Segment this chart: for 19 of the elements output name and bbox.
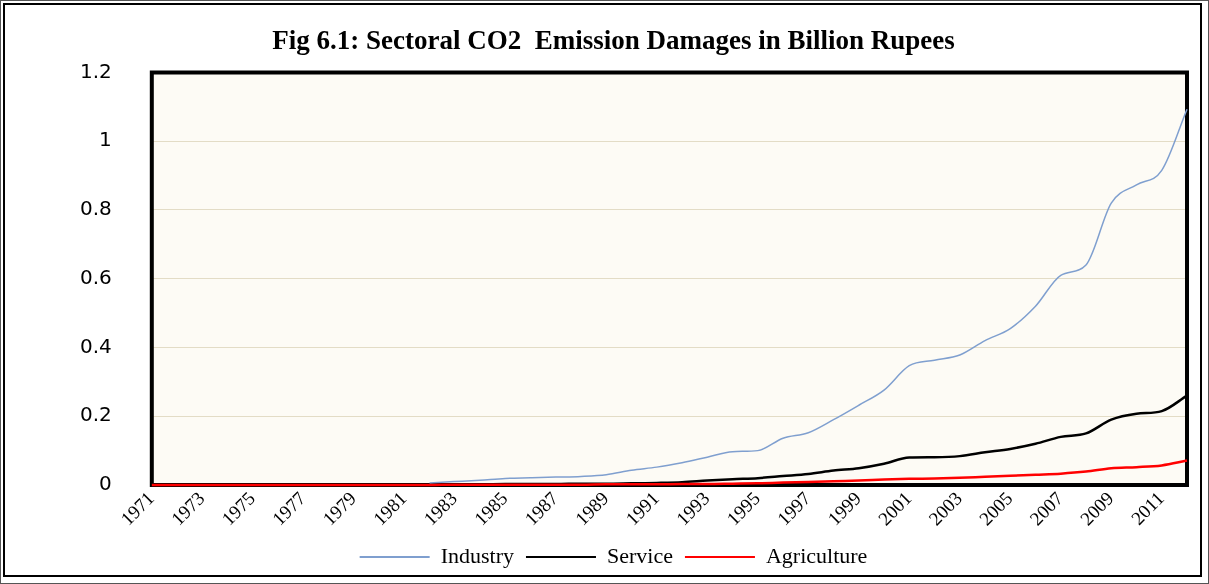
legend-label: Agriculture (765, 542, 868, 568)
x-tick-label: 1991 (621, 487, 664, 530)
legend-label: Service (606, 542, 673, 568)
y-tick-label: 0.6 (79, 264, 112, 289)
line-series (150, 459, 1189, 487)
x-tick-label: 1999 (823, 487, 866, 530)
y-tick-label: 0.8 (79, 196, 112, 221)
y-tick-label: 1.2 (79, 58, 112, 83)
y-tick-label: 0 (99, 471, 112, 496)
y-tick-label: 0.2 (79, 402, 112, 427)
chart-title: Fig 6.1: Sectoral CO2 Emission Damages in Billion Rupees (272, 25, 955, 56)
x-tick-label: 1981 (368, 487, 411, 530)
x-tick-label: 1979 (318, 487, 361, 530)
y-tick-label: 0.4 (79, 333, 112, 358)
x-tick-label: 1971 (116, 487, 159, 530)
line-series (428, 108, 1188, 484)
x-tick-label: 1989 (570, 487, 613, 530)
y-tick-label: 1 (99, 127, 112, 152)
legend-label: Industry (440, 542, 514, 568)
